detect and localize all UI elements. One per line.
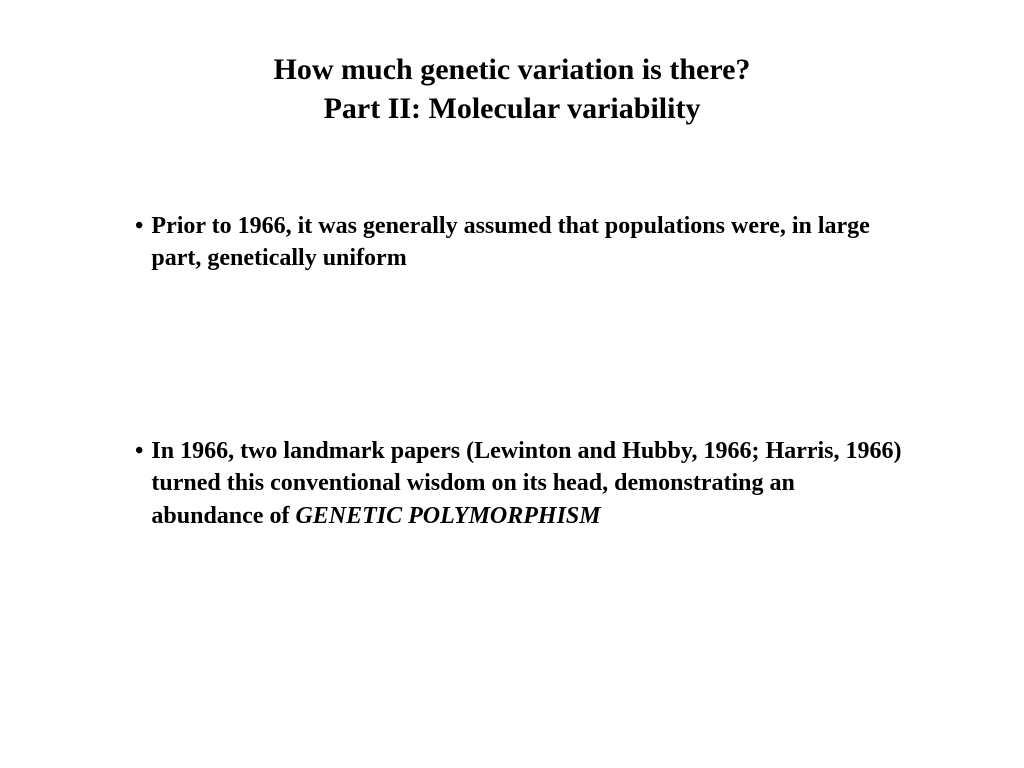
bullet-marker-icon: •	[135, 210, 143, 242]
bullet-text-2: In 1966, two landmark papers (Lewinton a…	[151, 435, 904, 532]
title-line-1: How much genetic variation is there?	[80, 50, 944, 89]
title-line-2: Part II: Molecular variability	[80, 89, 944, 128]
slide-container: How much genetic variation is there? Par…	[0, 0, 1024, 768]
bullet-text-1: Prior to 1966, it was generally assumed …	[151, 210, 904, 275]
bullet-point-2: • In 1966, two landmark papers (Lewinton…	[135, 435, 904, 532]
bullet-point-1: • Prior to 1966, it was generally assume…	[135, 210, 904, 275]
slide-title: How much genetic variation is there? Par…	[80, 50, 944, 128]
bullet-2-italic-term: GENETIC POLYMORPHISM	[295, 503, 600, 529]
bullet-marker-icon: •	[135, 435, 143, 467]
bullet-1-text: Prior to 1966, it was generally assumed …	[151, 213, 869, 271]
